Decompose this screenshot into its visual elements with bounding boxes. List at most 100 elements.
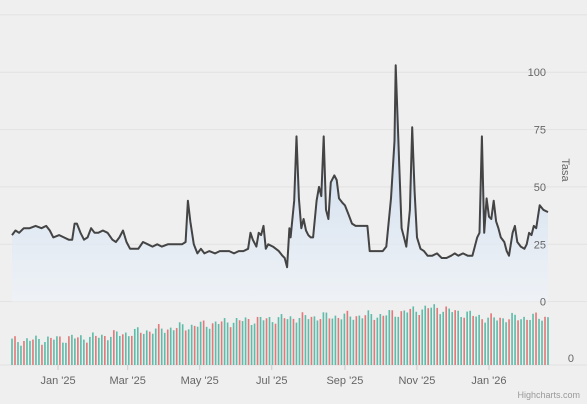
volume-bar (283, 318, 286, 365)
volume-bar (292, 318, 295, 365)
volume-bar (130, 335, 133, 365)
x-axis-ticks: Jan '25 Mar '25 May '25 Jul '25 Sep '25 Nov '… (40, 365, 507, 387)
volume-bar (484, 322, 486, 365)
volume-bar (490, 313, 492, 365)
volume-bar (415, 311, 418, 365)
volume-bar (107, 340, 109, 365)
volume-bar (433, 304, 436, 365)
volume-bar (238, 320, 241, 365)
volume-bar (436, 307, 439, 365)
volume-bar (535, 312, 537, 365)
volume-bar (175, 328, 178, 365)
y-tick-label: 50 (534, 182, 546, 194)
volume-bar (193, 325, 196, 365)
volume-bar (529, 320, 531, 365)
volume-bar (418, 314, 421, 365)
volume-bar (499, 317, 501, 365)
volume-bar (481, 319, 483, 365)
volume-bar (439, 314, 442, 365)
volume-bar (517, 320, 519, 365)
volume-bar (112, 330, 115, 365)
volume-bar (457, 310, 459, 365)
volume-bar (475, 316, 477, 365)
y-axis-title: Tasa (559, 158, 571, 182)
volume-bar (379, 314, 382, 365)
volume-bar (184, 330, 187, 365)
volume-bar (346, 310, 349, 365)
volume-bar (454, 310, 456, 365)
y-tick-label: 0 (540, 297, 546, 309)
volume-bar (295, 322, 298, 365)
volume-bar (514, 314, 516, 365)
volume-bar (23, 340, 25, 365)
volume-bar (181, 324, 184, 365)
volume-bar (235, 318, 238, 365)
volume-bar (337, 317, 340, 365)
x-tick-label: Jul '25 (256, 375, 287, 387)
volume-bar (421, 309, 424, 365)
volume-bar (154, 328, 157, 365)
volume-bar (460, 317, 462, 365)
volume-bars (11, 304, 549, 365)
volume-bar (451, 312, 453, 365)
volume-bar (77, 337, 79, 365)
volume-bar (289, 316, 292, 365)
volume-bar (520, 319, 522, 365)
volume-bar (47, 336, 49, 365)
volume-bar (172, 330, 175, 365)
credits-link[interactable]: Highcharts.com (517, 390, 580, 400)
volume-bar (385, 315, 388, 365)
volume-bar (20, 345, 22, 365)
volume-bar (313, 316, 316, 365)
volume-bar (322, 312, 325, 365)
volume-bar (349, 316, 352, 365)
volume-bar (115, 331, 118, 365)
volume-bar (526, 319, 528, 365)
x-tick-label: Nov '25 (398, 375, 435, 387)
volume-bar (229, 327, 232, 365)
volume-bar (376, 317, 379, 365)
volume-bar (178, 322, 181, 365)
volume-bar (388, 310, 391, 365)
volume-bar (202, 320, 205, 365)
volume-bar (511, 312, 513, 365)
volume-bar (541, 320, 543, 365)
x-tick-label: Jan '25 (40, 375, 75, 387)
volume-bar (86, 342, 88, 365)
volume-bar (277, 317, 280, 365)
volume-bar (98, 337, 100, 365)
volume-bar (505, 322, 507, 365)
volume-bar (223, 318, 226, 365)
volume-bar (226, 322, 229, 365)
volume-bar (538, 318, 540, 365)
volume-bar (127, 336, 130, 365)
volume-bar (50, 337, 52, 365)
volume-bar (214, 321, 217, 365)
volume-bar (352, 319, 355, 365)
x-tick-label: Mar '25 (110, 375, 146, 387)
volume-bar (89, 336, 91, 365)
volume-bar (472, 315, 474, 365)
volume-bar (424, 305, 427, 365)
volume-bar (14, 336, 16, 365)
price-series (11, 64, 549, 302)
volume-bar (205, 326, 208, 365)
volume-bar (232, 322, 235, 365)
volume-bar (133, 328, 136, 365)
volume-bar (56, 336, 58, 365)
volume-bar (469, 310, 471, 365)
volume-bar (62, 342, 64, 365)
volume-bar (71, 334, 73, 365)
volume-bar (208, 328, 211, 365)
volume-bar (268, 316, 271, 365)
volume-bar (118, 335, 121, 365)
volume-bar (136, 327, 139, 365)
volume-bar (104, 335, 106, 365)
volume-bar (80, 335, 82, 365)
volume-bar (340, 319, 343, 365)
volume-bar (262, 320, 265, 365)
volume-bar (38, 339, 40, 365)
volume-tick-label: 0 (568, 353, 574, 365)
x-tick-label: May '25 (181, 375, 219, 387)
